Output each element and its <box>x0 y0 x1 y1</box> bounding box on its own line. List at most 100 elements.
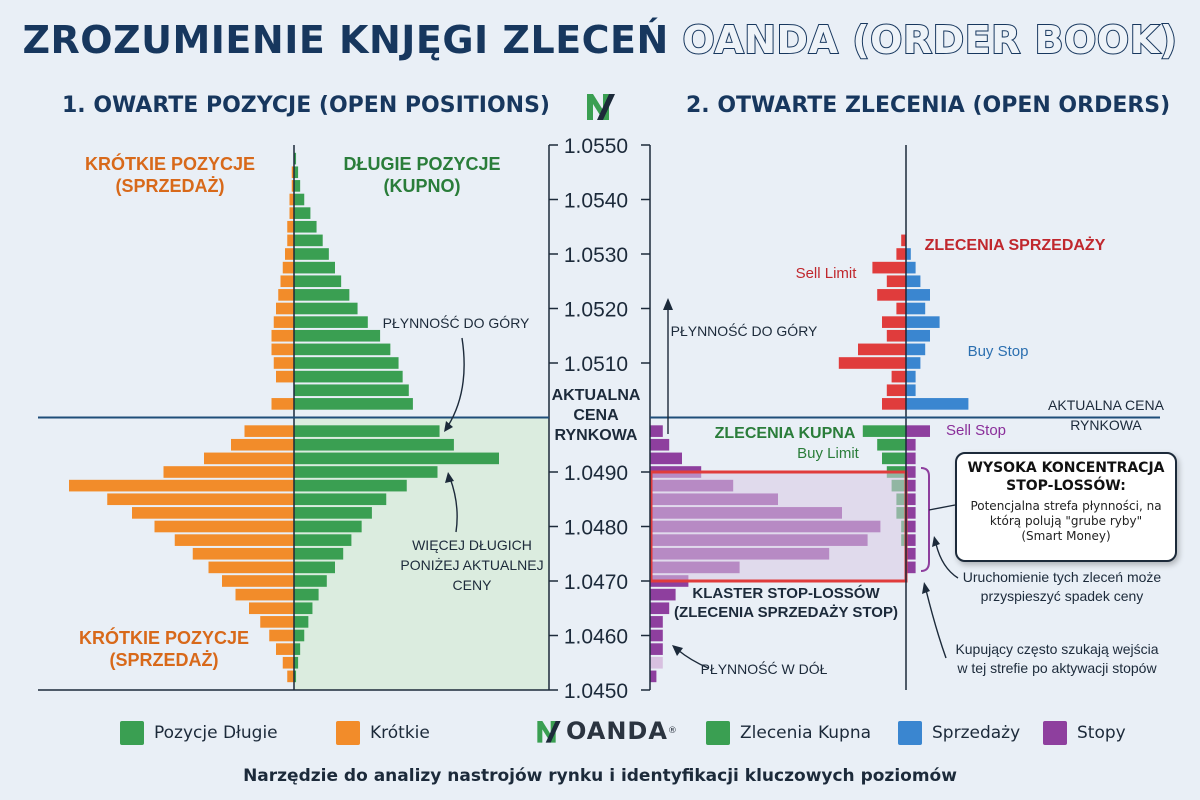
sell-stop-bar <box>906 452 916 465</box>
stop-loss-callout: WYSOKA KONCENTRACJA STOP-LOSSÓW: Potencj… <box>955 452 1177 562</box>
price-tick-label: 1.0510 <box>564 353 628 376</box>
short-position-bar <box>271 398 294 410</box>
legend-item-long-positions: Pozycje Długie <box>120 719 278 747</box>
liquidity-up-label-left: PŁYNNOŚĆ DO GÓRY <box>383 314 530 331</box>
liquidity-up-label-right: PŁYNNOŚĆ DO GÓRY <box>671 322 818 339</box>
oanda-logo: OANDA ® <box>532 716 677 746</box>
short-position-bar <box>273 357 294 369</box>
buy-stop-bar <box>906 398 969 410</box>
buyers-note: Kupujący często szukają wejścia <box>955 641 1158 657</box>
legend-item-short-positions: Krótkie <box>336 719 430 747</box>
long-position-bar <box>294 398 413 410</box>
oanda-logo-icon <box>587 94 615 120</box>
long-position-bar <box>294 357 399 369</box>
long-position-bar <box>294 479 407 492</box>
trigger-note: Uruchomienie tych zleceń może <box>963 569 1162 585</box>
short-position-bar <box>163 466 294 478</box>
long-position-bar <box>294 261 335 274</box>
sell-stop-bar <box>906 438 916 451</box>
long-position-bar <box>294 425 440 437</box>
long-position-bar <box>294 643 301 655</box>
short-position-bar <box>285 248 294 260</box>
long-position-bar <box>294 152 297 165</box>
stop-loss-bar <box>650 643 663 655</box>
callout-body-line-2: którą polują "grube ryby" <box>989 514 1143 528</box>
long-position-bar <box>294 275 342 288</box>
long-position-bar <box>294 452 499 465</box>
short-position-bar <box>282 656 294 669</box>
short-position-bar <box>222 575 294 587</box>
sell-limit-bar <box>901 234 906 247</box>
long-position-bar <box>294 561 335 574</box>
cluster-bracket <box>920 467 930 572</box>
legend-label-sell-orders: Sprzedaży <box>932 723 1021 743</box>
short-position-bar <box>154 520 294 533</box>
long-position-bar <box>294 302 358 315</box>
more-longs-arrow <box>449 477 458 533</box>
trigger-note-arrowhead <box>932 536 940 547</box>
sell-limit-bar <box>886 275 906 288</box>
stop-loss-bar <box>650 629 663 642</box>
long-positions-label: DŁUGIE POZYCJE <box>343 154 500 174</box>
short-position-bar <box>278 289 294 301</box>
sell-stop-label: Sell Stop <box>946 422 1006 439</box>
buyers-note-arrowhead <box>922 582 930 594</box>
buy-stop-bar <box>906 357 921 369</box>
more-longs-arrowhead <box>445 472 454 483</box>
more-longs-label: CENY <box>453 577 493 593</box>
cluster-label-1: KLASTER STOP-LOSSÓW <box>692 584 880 602</box>
short-position-bar <box>107 493 294 506</box>
sell-stop-bar <box>906 493 916 506</box>
stop-loss-bar <box>650 452 682 465</box>
long-position-bar <box>294 370 403 383</box>
short-position-bar <box>289 193 294 206</box>
more-longs-label: WIĘCEJ DŁUGICH <box>412 537 532 553</box>
short-positions-label-top: KRÓTKIE POZYCJE <box>85 153 255 174</box>
buy-limit-bar <box>862 425 906 437</box>
stop-loss-cluster-box <box>649 470 908 583</box>
current-price-label-centre: AKTUALNA <box>552 387 641 404</box>
long-position-bar <box>294 602 313 615</box>
stop-loss-bar <box>650 616 663 628</box>
callout-title-line-1: WYSOKA KONCENTRACJA <box>967 460 1165 476</box>
sell-limit-label: Sell Limit <box>796 265 858 282</box>
short-position-bar <box>291 180 294 192</box>
oanda-logo-registered: ® <box>667 726 677 736</box>
short-position-bar <box>271 343 294 356</box>
legend-swatch-sell-orders <box>898 721 922 745</box>
buyers-note-arrow <box>925 589 947 659</box>
chart-annotations: KRÓTKIE POZYCJE(SPRZEDAŻ)DŁUGIE POZYCJE(… <box>79 153 1165 677</box>
short-position-bar <box>249 602 294 615</box>
short-position-bar <box>244 425 294 437</box>
sell-limit-bar <box>872 261 906 274</box>
legend-swatch-stops <box>1043 721 1067 745</box>
open-positions-bars <box>69 152 499 683</box>
sell-stop-bar <box>906 520 916 533</box>
callout-title: WYSOKA KONCENTRACJA STOP-LOSSÓW: <box>965 460 1167 495</box>
liquidity-down-arrowhead <box>672 645 683 656</box>
long-position-bar <box>294 207 311 219</box>
long-position-bar <box>294 316 368 328</box>
price-axis-ticks: 1.0550 1.0540 1.0530 1.0520 1.0510 1.0490 1.04… <box>549 135 650 703</box>
short-position-bar <box>204 452 294 465</box>
long-position-bar <box>294 384 409 397</box>
buy-stop-bar <box>906 316 940 328</box>
price-tick-label: 1.0480 <box>564 517 628 540</box>
buy-limit-label: Buy Limit <box>797 445 860 462</box>
long-position-bar <box>294 193 305 206</box>
footer-caption: Narzędzie do analizy nastrojów rynku i i… <box>243 766 957 786</box>
price-tick-label: 1.0520 <box>564 299 628 322</box>
stop-loss-bar <box>650 656 663 669</box>
legend-label-stops: Stopy <box>1077 723 1126 743</box>
long-position-bar <box>294 329 381 342</box>
short-position-bar <box>271 329 294 342</box>
long-position-bar <box>294 575 327 587</box>
long-position-bar <box>294 343 391 356</box>
long-positions-sub: (KUPNO) <box>384 176 461 196</box>
stop-loss-bar <box>650 588 676 601</box>
long-position-bar <box>294 534 352 546</box>
short-position-bar <box>231 438 294 451</box>
short-position-bar <box>276 643 294 655</box>
long-position-bar <box>294 507 372 519</box>
